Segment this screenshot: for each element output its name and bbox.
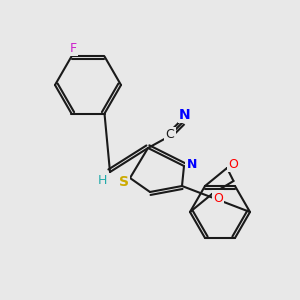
Text: F: F [70,42,77,55]
Text: N: N [187,158,197,170]
Text: O: O [228,158,238,170]
Text: S: S [119,175,129,189]
Text: O: O [213,191,223,205]
Text: C: C [166,128,174,142]
Text: N: N [179,108,191,122]
Text: H: H [97,175,107,188]
